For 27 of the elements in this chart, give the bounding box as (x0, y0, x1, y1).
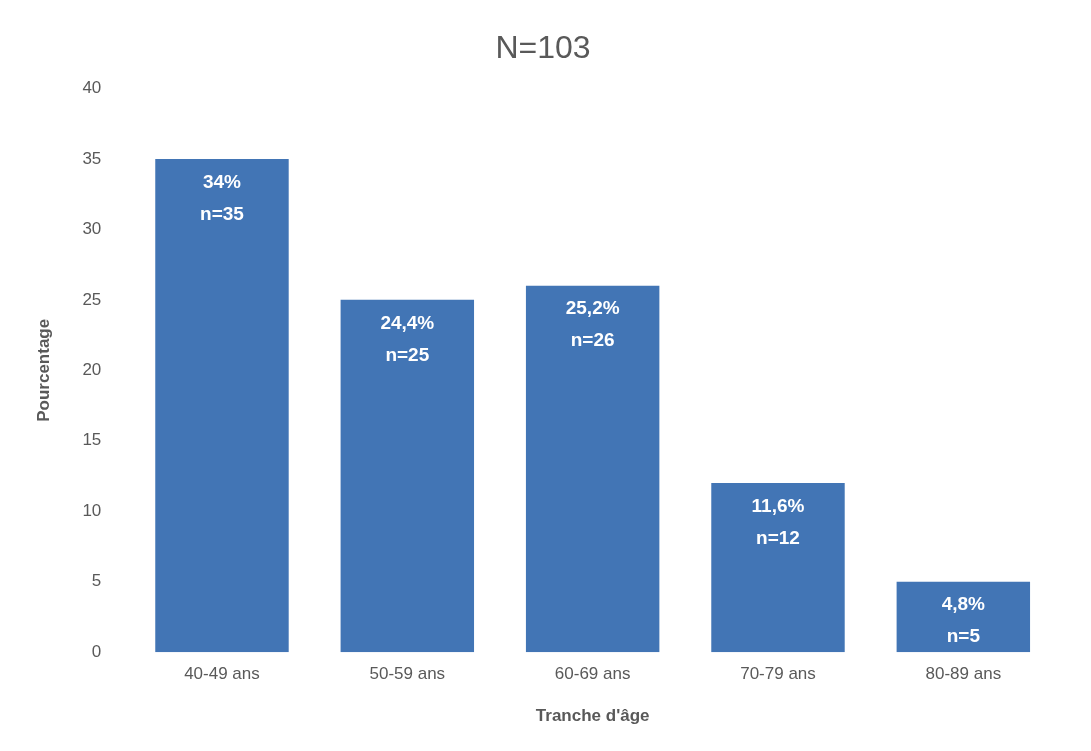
bar (340, 299, 475, 653)
bar (525, 285, 660, 653)
data-label: 4,8% n=5 (941, 593, 986, 647)
data-label: 24,4% n=25 (380, 311, 435, 365)
y-tick-label: 35 (82, 148, 102, 168)
y-tick-label: 20 (82, 359, 102, 379)
data-label: 11,6% n=12 (751, 494, 805, 548)
y-tick-label: 30 (82, 219, 102, 239)
y-tick-label: 40 (82, 78, 102, 98)
bar (155, 158, 289, 653)
x-tick-label: 50-59 ans (369, 664, 446, 684)
x-tick-label: 70-79 ans (740, 664, 816, 684)
y-axis-title: Pourcentage (33, 318, 53, 422)
bar (896, 581, 1031, 653)
x-tick-label: 80-89 ans (925, 664, 1002, 684)
y-tick-label: 0 (91, 641, 102, 661)
bar (711, 483, 845, 653)
x-tick-label: 40-49 ans (184, 664, 260, 684)
y-tick-label: 10 (82, 500, 102, 520)
y-tick-label: 5 (91, 571, 102, 591)
x-axis-title: Tranche d'âge (535, 706, 650, 726)
data-label: 34% n=35 (200, 170, 245, 224)
data-label: 25,2% n=26 (565, 297, 620, 351)
x-tick-label: 60-69 ans (554, 664, 631, 684)
chart-title: N=103 (495, 29, 591, 66)
y-tick-label: 15 (82, 430, 102, 450)
y-tick-label: 25 (82, 289, 102, 309)
